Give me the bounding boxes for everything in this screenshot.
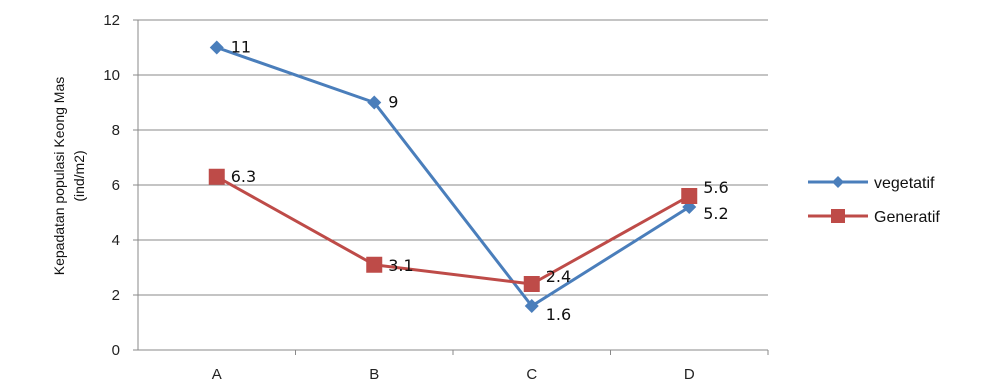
series-vegetatif: 11 9 1.6 5.2 [209,38,729,324]
data-point-marker [209,40,224,55]
data-label: 6.3 [231,167,256,186]
series-line [216,175,690,286]
x-tick-label: C [526,366,537,381]
axes [133,19,769,355]
data-label: 1.6 [546,305,571,324]
y-tick-label: 12 [103,12,120,29]
data-point-marker [366,256,383,273]
series-line [216,46,691,308]
legend-label: Generatif [874,209,940,226]
data-point-marker [367,95,382,110]
y-axis-label-line1: Kepadatan populasi Keong Mas [51,77,67,275]
y-tick-labels: 0 2 4 6 8 10 12 [103,12,120,359]
data-label: 9 [388,93,398,112]
legend-marker [831,209,845,223]
legend-marker [832,176,844,188]
y-tick-label: 4 [112,232,120,249]
series-group: 11 9 1.6 5.2 6.3 3.1 2.4 5.6 [208,38,729,324]
y-tick-label: 10 [103,67,120,84]
y-axis-label-line2: (ind/m2) [71,150,87,201]
x-tick-label: A [212,366,222,381]
data-point-marker [523,276,540,292]
x-tick-labels: A B C D [212,366,695,381]
legend-label: vegetatif [874,175,935,192]
data-label: 3.1 [388,256,413,275]
data-label: 5.2 [703,204,728,223]
y-axis-label: Kepadatan populasi Keong Mas (ind/m2) [51,77,87,275]
data-point-marker [681,188,698,204]
data-label: 11 [231,38,251,57]
x-tick-label: D [684,366,695,381]
data-label: 2.4 [546,267,571,286]
series-Generatif: 6.3 3.1 2.4 5.6 [208,167,729,292]
legend: vegetatif Generatif [808,175,940,226]
legend-item-vegetatif: vegetatif [808,175,935,192]
data-label: 5.6 [703,178,728,197]
y-tick-label: 6 [112,177,120,194]
y-tick-label: 2 [112,287,120,304]
y-tick-label: 8 [112,122,120,139]
x-tick-label: B [369,366,379,381]
gridlines [138,19,768,296]
y-tick-label: 0 [112,342,120,359]
data-point-marker [524,299,539,313]
data-point-marker [208,168,225,185]
legend-item-Generatif: Generatif [808,209,940,226]
